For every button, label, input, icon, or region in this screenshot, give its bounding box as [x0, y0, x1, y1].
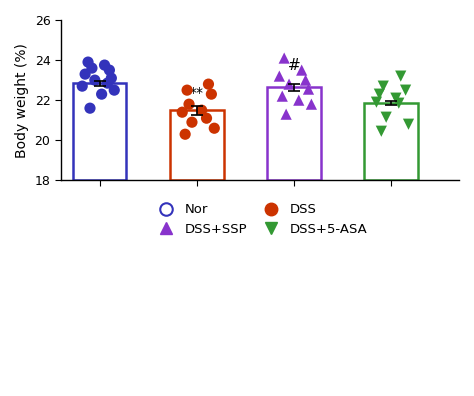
Point: [275, 73, 283, 79]
Point: [198, 107, 205, 113]
Point: [91, 77, 99, 83]
Legend: Nor, DSS+SSP, DSS, DSS+5-ASA: Nor, DSS+SSP, DSS, DSS+5-ASA: [147, 198, 373, 241]
Point: [295, 97, 302, 103]
Point: [402, 87, 410, 93]
Point: [183, 87, 191, 93]
Point: [82, 71, 89, 77]
Point: [305, 86, 312, 92]
Point: [106, 67, 113, 73]
Point: [377, 128, 385, 134]
Point: [84, 59, 92, 65]
Point: [88, 65, 96, 71]
Point: [188, 119, 196, 126]
Point: [208, 91, 215, 97]
Text: #: #: [288, 57, 301, 72]
Point: [182, 131, 189, 137]
Point: [203, 115, 210, 121]
Y-axis label: Body weight (%): Body weight (%): [15, 43, 29, 158]
Point: [278, 93, 286, 99]
Point: [98, 91, 105, 97]
Point: [373, 99, 380, 105]
Point: [101, 62, 109, 68]
Point: [285, 81, 293, 87]
Point: [283, 111, 290, 117]
Point: [397, 73, 404, 79]
Point: [302, 77, 310, 83]
Point: [395, 100, 402, 107]
Text: **: **: [190, 86, 204, 100]
Point: [86, 105, 94, 111]
Point: [405, 121, 412, 128]
Point: [205, 81, 212, 87]
Point: [104, 80, 111, 86]
Point: [108, 75, 115, 81]
Point: [392, 95, 400, 101]
Point: [380, 83, 387, 89]
Point: [110, 87, 118, 93]
Point: [178, 109, 186, 115]
Bar: [267, 87, 320, 180]
Point: [210, 125, 218, 131]
Point: [281, 55, 288, 61]
Point: [78, 83, 86, 89]
Bar: [170, 110, 224, 180]
Point: [308, 101, 315, 107]
Bar: [73, 83, 127, 180]
Point: [185, 101, 193, 107]
Point: [383, 114, 390, 120]
Point: [375, 91, 383, 97]
Point: [298, 67, 305, 73]
Bar: [365, 103, 418, 180]
